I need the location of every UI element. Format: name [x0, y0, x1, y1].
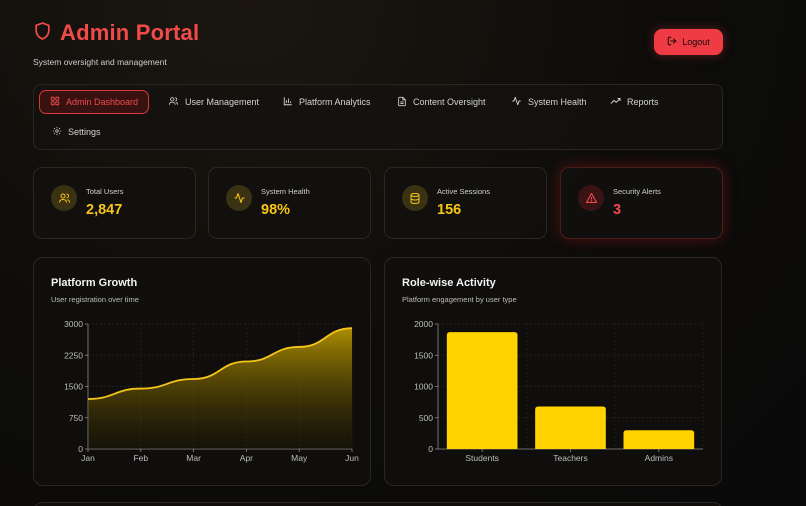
y-tick-label: 1000 — [414, 382, 433, 392]
page-subtitle: System oversight and management — [33, 57, 167, 67]
stat-label: Active Sessions — [437, 187, 490, 196]
stat-card-total-users: Total Users 2,847 — [33, 167, 196, 239]
x-tick-label: Jun — [345, 453, 359, 463]
users-icon — [51, 185, 77, 211]
grid-icon — [50, 96, 60, 108]
bar-chart-icon — [283, 96, 293, 108]
logout-label: Logout — [682, 37, 710, 47]
x-tick-label: Feb — [133, 453, 148, 463]
tab-system-health[interactable]: System Health — [501, 90, 597, 114]
database-icon — [402, 185, 428, 211]
gear-icon — [52, 126, 62, 138]
y-tick-label: 1500 — [414, 350, 433, 360]
y-tick-label: 0 — [78, 444, 83, 454]
tab-label: Admin Dashboard — [66, 97, 139, 107]
logout-icon — [667, 36, 677, 48]
users-icon — [168, 96, 179, 108]
platform-growth-panel: Platform Growth User registration over t… — [33, 257, 371, 486]
header: Admin Portal System oversight and manage… — [33, 20, 199, 67]
panel-subtitle: Platform engagement by user type — [402, 295, 517, 304]
file-icon — [397, 96, 407, 109]
x-tick-label: Admins — [645, 453, 673, 463]
x-tick-label: Students — [465, 453, 499, 463]
tab-reports[interactable]: Reports — [600, 90, 669, 114]
platform-growth-chart: 0 750 1500 2250 3000 Jan Feb Mar Apr May Jun — [64, 319, 359, 463]
tab-label: System Health — [528, 97, 587, 107]
role-activity-chart: 0 500 1000 1500 2000 Students Teachers Admins — [414, 319, 704, 463]
trending-up-icon — [610, 96, 621, 108]
tab-content-oversight[interactable]: Content Oversight — [387, 90, 496, 114]
x-tick-label: Apr — [240, 453, 253, 463]
x-tick-label: Jan — [81, 453, 95, 463]
series-line — [87, 327, 353, 400]
tab-label: User Management — [185, 97, 260, 107]
stat-value: 3 — [613, 202, 622, 218]
nav-tabs: Admin Dashboard User Management Platform… — [33, 84, 723, 150]
tab-user-management[interactable]: User Management — [158, 90, 269, 114]
tab-label: Platform Analytics — [299, 97, 371, 107]
tab-settings[interactable]: Settings — [42, 120, 111, 144]
x-tick-label: Teachers — [553, 453, 588, 463]
tab-label: Reports — [627, 97, 659, 107]
y-tick-label: 750 — [69, 413, 83, 423]
stat-card-security-alerts: Security Alerts 3 — [560, 167, 723, 239]
stat-card-active-sessions: Active Sessions 156 — [384, 167, 547, 239]
alert-triangle-icon — [578, 185, 604, 211]
stat-label: System Health — [261, 187, 310, 196]
tab-label: Content Oversight — [413, 97, 486, 107]
y-tick-label: 2250 — [64, 350, 83, 360]
shield-icon — [33, 21, 52, 46]
panel-title: Role-wise Activity — [402, 277, 496, 289]
series-area — [88, 328, 352, 449]
stat-label: Security Alerts — [613, 187, 661, 196]
x-tick-label: Mar — [186, 453, 201, 463]
role-activity-panel: Role-wise Activity Platform engagement b… — [384, 257, 722, 486]
bar — [535, 406, 606, 449]
stat-label: Total Users — [86, 187, 124, 196]
stat-value: 2,847 — [86, 202, 123, 218]
activity-icon — [226, 185, 252, 211]
y-tick-label: 1500 — [64, 382, 83, 392]
panel-subtitle: User registration over time — [51, 295, 139, 304]
x-tick-label: May — [291, 453, 308, 463]
bar — [623, 430, 695, 449]
y-tick-label: 3000 — [64, 319, 83, 329]
logout-button[interactable]: Logout — [654, 29, 723, 55]
page-title: Admin Portal — [60, 20, 200, 45]
bottom-panel — [33, 502, 723, 506]
y-tick-label: 500 — [419, 413, 433, 423]
stat-value: 156 — [437, 202, 462, 218]
panel-title: Platform Growth — [51, 277, 138, 289]
y-tick-label: 2000 — [414, 319, 433, 329]
stat-value: 98% — [261, 202, 291, 218]
stat-card-system-health: System Health 98% — [208, 167, 371, 239]
y-tick-label: 0 — [428, 444, 433, 454]
activity-icon — [511, 96, 522, 108]
tab-admin-dashboard[interactable]: Admin Dashboard — [39, 90, 150, 114]
tab-label: Settings — [68, 127, 101, 137]
tab-platform-analytics[interactable]: Platform Analytics — [273, 90, 381, 114]
bar — [446, 332, 518, 449]
